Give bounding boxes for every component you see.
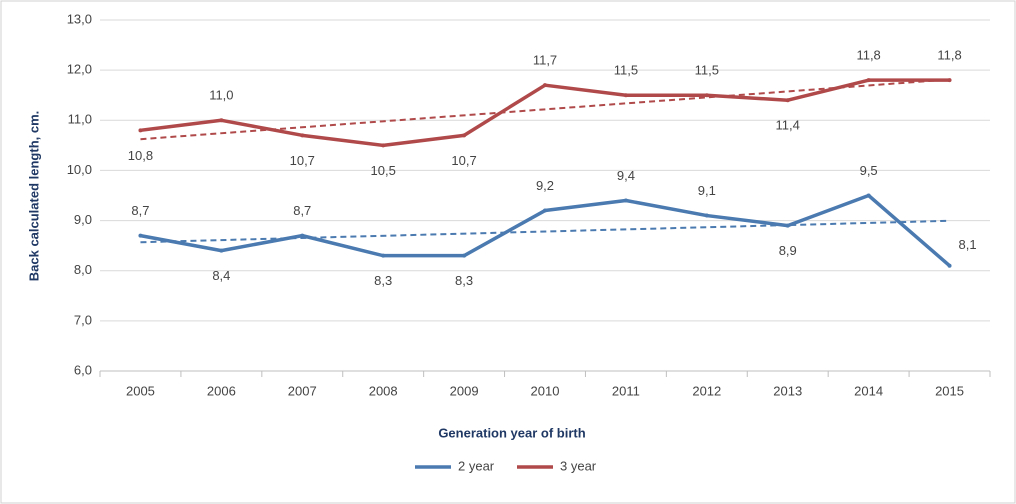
trendline bbox=[140, 219, 950, 244]
x-tick-label: 2005 bbox=[126, 383, 155, 398]
data-label: 8,4 bbox=[212, 268, 230, 283]
y-tick-label: 8,0 bbox=[74, 262, 92, 277]
data-label: 11,0 bbox=[209, 88, 233, 103]
data-label: 8,3 bbox=[374, 273, 392, 288]
x-tick-label: 2015 bbox=[935, 383, 964, 398]
data-label: 8,7 bbox=[131, 203, 149, 218]
data-point bbox=[138, 128, 143, 133]
data-label: 10,7 bbox=[451, 153, 476, 168]
x-tick-label: 2008 bbox=[369, 383, 398, 398]
data-point bbox=[785, 98, 790, 103]
data-point bbox=[947, 78, 952, 83]
y-tick-label: 7,0 bbox=[74, 312, 92, 327]
data-label: 10,5 bbox=[371, 163, 396, 178]
y-tick-label: 9,0 bbox=[74, 212, 92, 227]
data-label: 8,7 bbox=[293, 203, 311, 218]
x-tick-label: 2011 bbox=[612, 383, 640, 398]
data-label: 9,4 bbox=[617, 168, 635, 183]
x-tick-label: 2014 bbox=[854, 383, 883, 398]
data-point bbox=[219, 118, 224, 123]
data-point bbox=[623, 198, 628, 203]
data-label: 11,5 bbox=[695, 63, 719, 78]
data-point bbox=[219, 248, 224, 253]
data-label: 11,8 bbox=[856, 48, 880, 63]
data-label: 8,1 bbox=[959, 237, 977, 252]
data-label: 9,1 bbox=[698, 183, 716, 198]
data-point bbox=[785, 223, 790, 228]
legend-label: 2 year bbox=[458, 458, 495, 473]
data-label: 8,3 bbox=[455, 273, 473, 288]
data-label: 10,7 bbox=[290, 153, 315, 168]
y-tick-label: 6,0 bbox=[74, 362, 92, 377]
data-label: 10,8 bbox=[128, 148, 153, 163]
data-point bbox=[543, 208, 547, 213]
x-tick-label: 2013 bbox=[773, 383, 802, 398]
data-label: 11,5 bbox=[614, 63, 638, 78]
y-tick-label: 13,0 bbox=[67, 11, 92, 26]
data-point bbox=[866, 193, 871, 198]
data-point bbox=[300, 133, 305, 138]
data-point bbox=[381, 253, 386, 258]
data-point bbox=[704, 213, 709, 218]
y-tick-label: 11,0 bbox=[68, 112, 92, 127]
data-point bbox=[462, 133, 467, 138]
x-tick-label: 2007 bbox=[288, 383, 317, 398]
data-point bbox=[623, 93, 628, 98]
data-point bbox=[704, 93, 709, 98]
x-axis-title: Generation year of birth bbox=[438, 425, 585, 440]
data-point bbox=[947, 263, 952, 268]
y-axis-title: Back calculated length, cm. bbox=[26, 111, 41, 282]
data-point bbox=[866, 78, 871, 83]
data-point bbox=[138, 233, 143, 238]
data-point bbox=[300, 233, 305, 238]
y-tick-label: 10,0 bbox=[67, 162, 92, 177]
x-tick-label: 2012 bbox=[692, 383, 721, 398]
data-point bbox=[462, 253, 467, 258]
x-tick-label: 2009 bbox=[450, 383, 479, 398]
data-label: 9,5 bbox=[860, 163, 878, 178]
y-tick-label: 12,0 bbox=[67, 62, 92, 77]
x-tick-label: 2010 bbox=[531, 383, 560, 398]
data-label: 11,7 bbox=[533, 53, 557, 68]
x-tick-label: 2006 bbox=[207, 383, 236, 398]
data-label: 11,8 bbox=[937, 48, 961, 63]
data-label: 11,4 bbox=[776, 118, 800, 133]
data-point bbox=[543, 83, 547, 88]
data-point bbox=[381, 143, 386, 148]
data-label: 8,9 bbox=[779, 243, 797, 258]
legend-label: 3 year bbox=[560, 458, 597, 473]
data-label: 9,2 bbox=[536, 178, 554, 193]
